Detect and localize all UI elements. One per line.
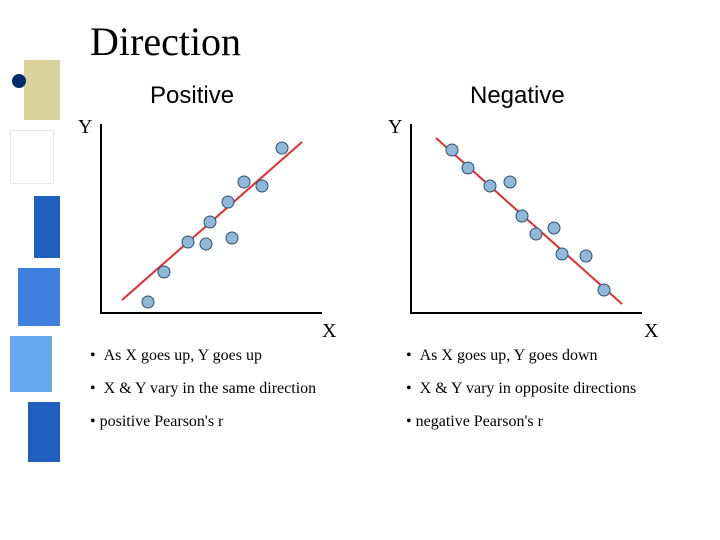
data-point (142, 296, 154, 308)
negative-y-axis-label: Y (388, 116, 402, 139)
negative-bullet-3: • negative Pearson's r (406, 412, 676, 431)
sidebar-block (10, 336, 52, 392)
negative-heading: Negative (470, 82, 565, 110)
sidebar-block (24, 60, 60, 120)
data-point (530, 228, 542, 240)
positive-x-axis-label: X (322, 320, 336, 343)
data-point (556, 248, 568, 260)
slide-title: Direction (90, 18, 241, 65)
data-point (238, 176, 250, 188)
negative-bullet-2: • X & Y vary in opposite directions (406, 379, 676, 398)
negative-bullets: • As X goes up, Y goes down • X & Y vary… (406, 346, 676, 446)
data-point (204, 216, 216, 228)
sidebar-block (10, 130, 54, 184)
data-point (516, 210, 528, 222)
data-point (226, 232, 238, 244)
negative-scatter-plot (410, 124, 642, 314)
data-point (158, 266, 170, 278)
positive-bullet-1: • As X goes up, Y goes up (90, 346, 350, 365)
data-point (200, 238, 212, 250)
data-point (548, 222, 560, 234)
scatter-svg (102, 124, 324, 314)
sidebar-title-dot-icon (12, 74, 26, 88)
sidebar-block (18, 268, 60, 326)
trend-line (436, 138, 622, 304)
data-point (446, 144, 458, 156)
positive-bullet-2: • X & Y vary in the same direction (90, 379, 350, 398)
data-point (504, 176, 516, 188)
positive-heading: Positive (150, 82, 234, 110)
data-point (580, 250, 592, 262)
slide-content: Direction Positive Y X • As X goes up, Y… (70, 0, 710, 530)
negative-bullet-1: • As X goes up, Y goes down (406, 346, 676, 365)
negative-x-axis-label: X (644, 320, 658, 343)
data-point (256, 180, 268, 192)
data-point (462, 162, 474, 174)
positive-scatter-plot (100, 124, 322, 314)
scatter-svg (412, 124, 644, 314)
data-point (276, 142, 288, 154)
sidebar-block (28, 402, 60, 462)
data-point (484, 180, 496, 192)
positive-y-axis-label: Y (78, 116, 92, 139)
positive-bullets: • As X goes up, Y goes up • X & Y vary i… (90, 346, 350, 446)
data-point (598, 284, 610, 296)
sidebar-block (34, 196, 60, 258)
positive-bullet-3: • positive Pearson's r (90, 412, 350, 431)
data-point (182, 236, 194, 248)
data-point (222, 196, 234, 208)
decorative-sidebar (0, 0, 60, 540)
